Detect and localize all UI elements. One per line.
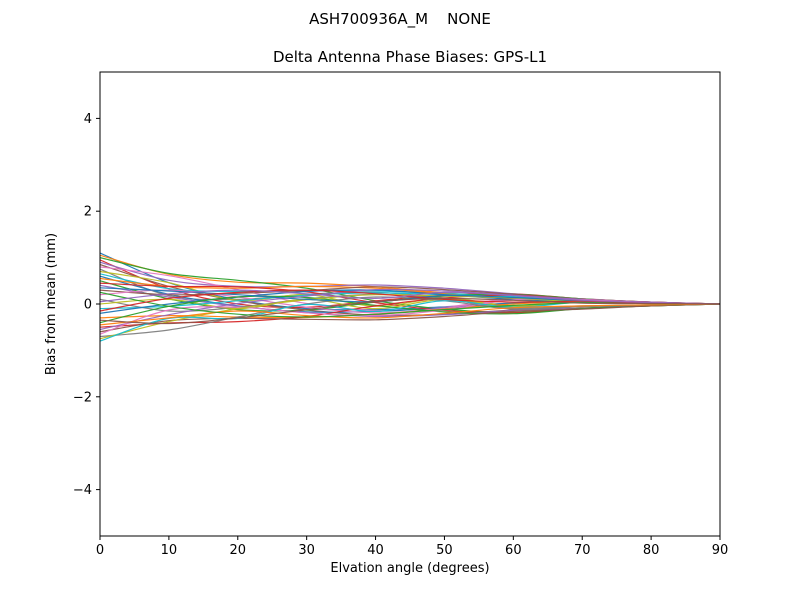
- axis-ticks: 0 10 20 30 40 50 60 70 80 90 −4 −2 0 2 4: [73, 112, 728, 558]
- series-lines: [100, 252, 720, 342]
- x-tick-label: 0: [96, 543, 104, 558]
- x-tick-label: 70: [574, 543, 591, 558]
- x-tick-label: 20: [230, 543, 247, 558]
- x-tick-label: 60: [505, 543, 522, 558]
- x-tick-label: 90: [712, 543, 729, 558]
- x-tick-label: 10: [161, 543, 178, 558]
- x-axis-label: Elvation angle (degrees): [330, 561, 489, 576]
- x-tick-label: 30: [298, 543, 315, 558]
- x-tick-label: 80: [643, 543, 660, 558]
- figure-suptitle: ASH700936A_M NONE: [309, 10, 491, 29]
- series-line: [100, 303, 720, 333]
- y-tick-label: −4: [73, 483, 92, 498]
- series-line: [100, 297, 720, 325]
- y-axis-label: Bias from mean (mm): [44, 233, 59, 375]
- series-line: [100, 289, 720, 305]
- y-tick-label: 0: [84, 298, 92, 313]
- axes-title: Delta Antenna Phase Biases: GPS-L1: [273, 48, 547, 66]
- x-tick-label: 40: [367, 543, 384, 558]
- y-tick-label: 4: [84, 112, 92, 127]
- x-tick-label: 50: [436, 543, 453, 558]
- y-tick-label: 2: [84, 205, 92, 220]
- y-tick-label: −2: [73, 390, 92, 405]
- series-line: [100, 303, 720, 326]
